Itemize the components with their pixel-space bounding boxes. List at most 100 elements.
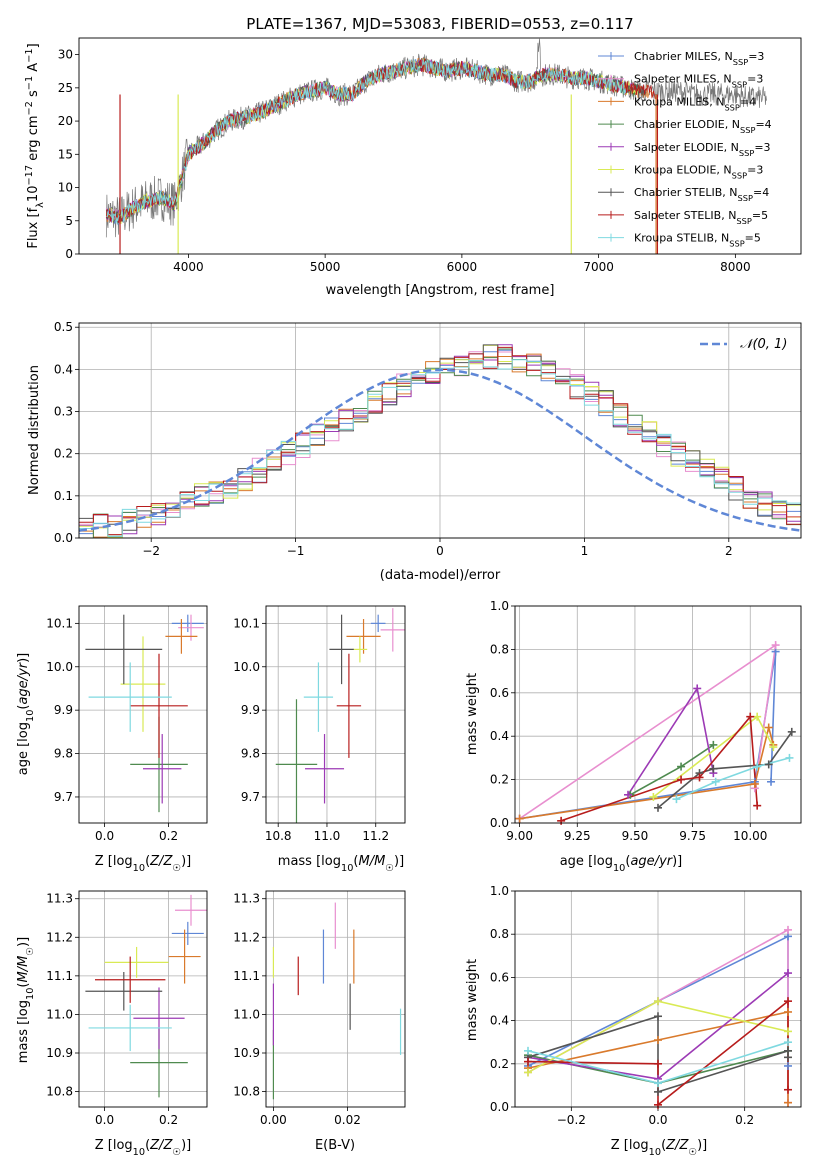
x-tick-label: −2 bbox=[142, 544, 160, 558]
label-part: 10 bbox=[133, 863, 145, 874]
label-part: Kroupa ELODIE, N bbox=[634, 164, 732, 177]
x-tick-label: −1 bbox=[287, 544, 305, 558]
y-tick-label: 20 bbox=[58, 114, 73, 128]
histogram-step bbox=[79, 359, 801, 537]
label-part: SSP bbox=[732, 80, 747, 90]
label-part: ] bbox=[26, 43, 41, 48]
y-tick-label: 10.8 bbox=[46, 1085, 73, 1099]
label-part: SSP bbox=[732, 171, 747, 181]
label-part: 10 bbox=[25, 710, 36, 722]
y-tick-label: 10.0 bbox=[233, 660, 260, 674]
y-tick-label: 0.8 bbox=[490, 642, 509, 656]
y-tick-label: 10.8 bbox=[233, 1085, 260, 1099]
y-tick-label: 9.9 bbox=[241, 703, 260, 717]
label-part: SSP bbox=[729, 239, 744, 249]
y-tick-label: 11.3 bbox=[233, 892, 260, 906]
legend-entry: 𝒩(0, 1) bbox=[740, 337, 787, 352]
label-part: ( bbox=[16, 705, 31, 710]
label-part: SSP bbox=[736, 216, 751, 226]
y-tick-label: 0.0 bbox=[490, 1100, 509, 1114]
axes-frame bbox=[78, 37, 802, 255]
legend-entry: Chabrier MILES, NSSP=3 bbox=[634, 50, 764, 67]
label-part: =3 bbox=[754, 141, 770, 154]
y-tick-label: 11.0 bbox=[46, 1007, 73, 1021]
plot-area bbox=[515, 606, 801, 823]
axes-frame bbox=[78, 605, 208, 824]
label-part: −1 bbox=[24, 76, 35, 90]
label-part: )] bbox=[16, 937, 31, 947]
label-part: Z [log bbox=[611, 1138, 649, 1153]
label-part: −17 bbox=[24, 165, 35, 186]
x-tick-label: 0.02 bbox=[334, 1113, 361, 1127]
x-tick-label: 5000 bbox=[310, 260, 341, 274]
model-spectrum bbox=[106, 58, 627, 224]
y-tick-label: 10.0 bbox=[46, 660, 73, 674]
x-tick-label: 0 bbox=[436, 544, 444, 558]
label-part: SSP bbox=[733, 57, 748, 67]
label-part: =3 bbox=[748, 50, 764, 63]
label-part: SSP bbox=[739, 148, 754, 158]
y-tick-label: 10.1 bbox=[46, 616, 73, 630]
label-part: )] bbox=[394, 854, 404, 869]
label-part: ( bbox=[16, 983, 31, 988]
plot-group bbox=[79, 344, 801, 538]
label-part: −1 bbox=[24, 48, 35, 62]
x-tick-label: 9.50 bbox=[622, 829, 649, 843]
x-tick-label: 11.0 bbox=[314, 829, 341, 843]
x-tick-label: 0.0 bbox=[95, 1113, 114, 1127]
label-part: Z/Z bbox=[149, 854, 173, 869]
label-part: 10 bbox=[341, 863, 353, 874]
y-tick-label: 0.8 bbox=[490, 927, 509, 941]
x-tick-label: 0.2 bbox=[159, 829, 178, 843]
legend-entry: Chabrier ELODIE, NSSP=4 bbox=[634, 118, 772, 135]
y-tick-label: 0.0 bbox=[54, 531, 73, 545]
y-tick-label: 5 bbox=[65, 214, 73, 228]
label-part: mass [log bbox=[16, 1000, 31, 1063]
label-part: 10 bbox=[133, 1147, 145, 1158]
label-part: ( bbox=[625, 854, 630, 869]
x-axis-label: mass [log10(M/M☉)] bbox=[278, 854, 404, 874]
label-part: =5 bbox=[745, 232, 761, 245]
y-tick-label: 11.1 bbox=[46, 969, 73, 983]
y-tick-label: 10 bbox=[58, 181, 73, 195]
legend-entry: Salpeter MILES, NSSP=3 bbox=[634, 73, 763, 90]
legend-entry: Kroupa STELIB, NSSP=5 bbox=[634, 232, 761, 249]
label-part: Z [log bbox=[95, 1138, 133, 1153]
label-part: M/M bbox=[16, 956, 31, 983]
x-axis-label: E(B-V) bbox=[315, 1138, 355, 1153]
label-part: Chabrier ELODIE, N bbox=[634, 118, 740, 131]
y-tick-label: 0.1 bbox=[54, 489, 73, 503]
label-part: )] bbox=[672, 854, 682, 869]
x-tick-label: 9.00 bbox=[506, 829, 533, 843]
x-tick-label: 6000 bbox=[447, 260, 478, 274]
y-axis-label: mass [log10(M/M☉)] bbox=[16, 937, 36, 1063]
y-tick-label: 0.2 bbox=[54, 447, 73, 461]
weight-line bbox=[519, 727, 775, 820]
x-tick-label: 11.2 bbox=[362, 829, 389, 843]
plot-group bbox=[275, 608, 405, 823]
legend-entry: Kroupa MILES, NSSP=4 bbox=[634, 95, 756, 112]
label-part: =4 bbox=[740, 95, 756, 108]
label-part: Chabrier STELIB, N bbox=[634, 186, 738, 199]
label-part: ☉ bbox=[385, 863, 394, 874]
axes-frame bbox=[78, 322, 802, 539]
x-axis-label: Z [log10(Z/Z☉)] bbox=[95, 854, 192, 874]
label-part: 10 bbox=[25, 988, 36, 1000]
x-tick-label: 10.8 bbox=[265, 829, 292, 843]
label-part: )] bbox=[697, 1138, 707, 1153]
y-tick-label: 30 bbox=[58, 48, 73, 62]
label-part: age/yr bbox=[16, 661, 31, 704]
x-tick-label: 2 bbox=[725, 544, 733, 558]
y-tick-label: 0.4 bbox=[490, 1014, 509, 1028]
y-tick-label: 9.8 bbox=[54, 747, 73, 761]
label-part: Salpeter STELIB, N bbox=[634, 209, 736, 222]
plot-group bbox=[105, 38, 767, 254]
histogram-step bbox=[79, 346, 801, 536]
label-part: =3 bbox=[747, 164, 763, 177]
label-part: A bbox=[26, 63, 41, 76]
chart-title: PLATE=1367, MJD=53083, FIBERID=0553, z=0… bbox=[246, 15, 633, 33]
x-axis-label: Z [log10(Z/Z☉)] bbox=[611, 1138, 708, 1158]
legend-entry: Salpeter STELIB, NSSP=5 bbox=[634, 209, 768, 226]
label-part: age [log bbox=[560, 854, 613, 869]
x-tick-label: 7000 bbox=[583, 260, 614, 274]
